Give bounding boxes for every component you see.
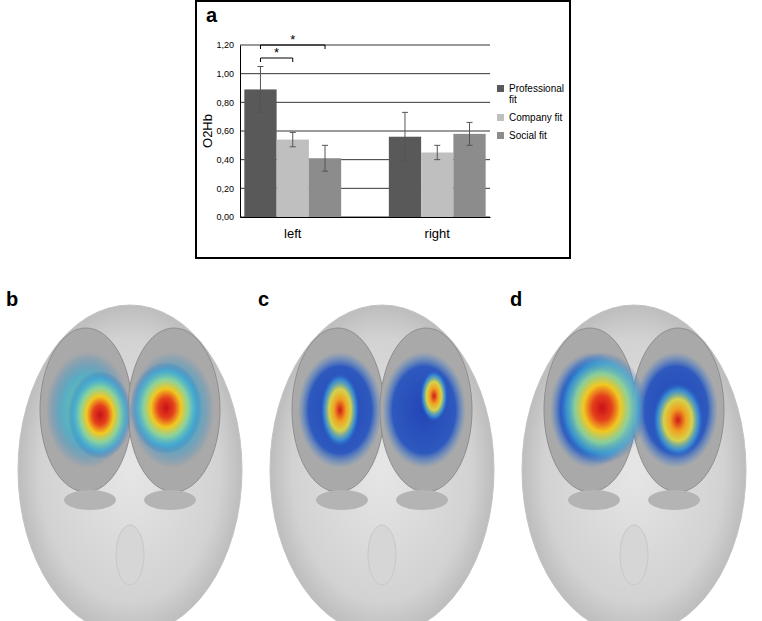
y-tick: 0,60 [216, 126, 240, 136]
x-axis-line [241, 217, 491, 218]
grid-line [240, 131, 490, 132]
x-tick-label: left [284, 226, 302, 241]
panel-label: b [6, 288, 18, 310]
brain-panel [18, 305, 242, 621]
activation-base [130, 352, 214, 468]
x-tick: right [425, 217, 451, 241]
nose [116, 525, 144, 585]
nose [368, 525, 396, 585]
y-tick: 0,80 [216, 98, 240, 108]
legend-label: Professionalfit [509, 83, 564, 105]
activation-blob [130, 362, 202, 454]
grid-line [240, 73, 490, 74]
bars [244, 67, 485, 218]
panel-label: d [510, 288, 522, 310]
error-bar [434, 145, 440, 159]
bar [421, 153, 453, 218]
hemisphere [292, 328, 384, 492]
error-bar [257, 67, 263, 113]
bar [277, 140, 309, 217]
y-tick: 1,00 [216, 69, 240, 79]
brain-panel [522, 305, 746, 621]
significance-label: * [290, 32, 295, 47]
orbit [568, 490, 620, 510]
y-tick-label: 0,60 [216, 126, 234, 136]
y-tick-label: 1,00 [216, 69, 234, 79]
annotations: ** [260, 32, 325, 62]
activation-blob [320, 372, 360, 448]
head [270, 305, 494, 621]
x-tick-label: right [425, 226, 451, 241]
error-bar [467, 122, 473, 145]
head [522, 305, 746, 621]
orbit [144, 490, 196, 510]
y-axis-line [240, 46, 241, 218]
hemisphere [40, 328, 132, 492]
panel-label: c [258, 288, 269, 310]
legend: Professionalfit Company fit Social fit [497, 83, 564, 141]
activation-base [382, 352, 466, 468]
y-tick-label: 0,40 [216, 155, 234, 165]
grid-line [240, 102, 490, 103]
grid [240, 45, 490, 217]
hemisphere [128, 328, 220, 492]
legend-label: Social fit [509, 130, 547, 141]
orbit [396, 490, 448, 510]
y-tick: 0,40 [216, 155, 240, 165]
activation-blob [558, 352, 646, 464]
y-axis-title: O2Hb [200, 114, 215, 148]
panel-frame [196, 1, 570, 258]
y-tick-label: 1,20 [216, 40, 234, 50]
activation-blob [68, 371, 132, 459]
legend-swatch [497, 132, 504, 139]
hemisphere [380, 328, 472, 492]
y-tick: 0,20 [216, 184, 240, 194]
orbit [64, 490, 116, 510]
head [18, 305, 242, 621]
error-bar [322, 145, 328, 171]
x-tick: left [284, 217, 302, 241]
activation-blob [420, 370, 448, 422]
legend-swatch [497, 114, 504, 121]
y-tick-label: 0,00 [216, 212, 234, 222]
legend-label: Company fit [509, 112, 563, 123]
bar [453, 134, 485, 217]
orbit [648, 490, 700, 510]
activation-blob [652, 382, 704, 458]
y-tick: 0,00 [216, 212, 240, 222]
significance-label: * [274, 45, 279, 60]
error-bar [290, 132, 296, 146]
y-tick-label: 0,20 [216, 184, 234, 194]
x-axis: left right [241, 217, 491, 241]
activation-base [634, 352, 718, 468]
y-tick-label: 0,80 [216, 98, 234, 108]
error-bar [402, 112, 408, 161]
y-tick: 1,20 [216, 40, 240, 50]
legend-swatch [497, 85, 504, 92]
brain-panel [270, 305, 494, 621]
y-axis: 0,00 0,20 0,40 0,60 0,80 1,00 1,20 [216, 40, 240, 222]
activation-base [298, 352, 382, 468]
panel-label: a [206, 4, 218, 26]
orbit [316, 490, 368, 510]
nose [620, 525, 648, 585]
